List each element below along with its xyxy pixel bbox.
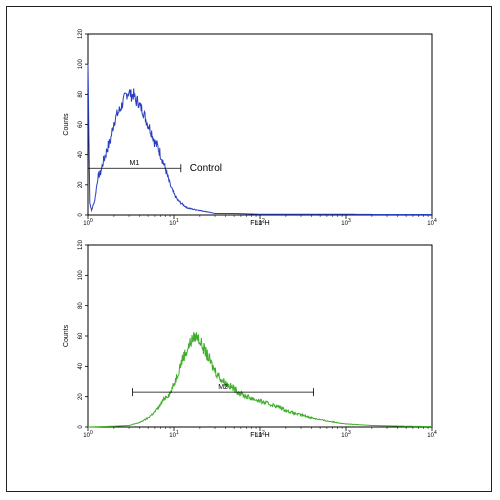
top-marker-label: M1 [130, 160, 140, 167]
bottom-y-tick-label: 60 [78, 332, 84, 339]
top-x-tick-label: 101 [169, 218, 179, 227]
top-histogram-line [87, 64, 432, 216]
top-y-tick-label: 120 [78, 28, 84, 39]
bottom-x-tick-label: 102 [255, 430, 265, 439]
top-x-axis-label: FL1-H [250, 220, 269, 227]
top-y-axis-label: Counts [63, 113, 70, 136]
top-y-tick-label: 100 [78, 59, 84, 70]
bottom-y-tick-label: 0 [78, 425, 84, 429]
bottom-x-tick-label: 103 [341, 430, 351, 439]
top-y-tick-label: 20 [78, 181, 84, 188]
top-annotation-label: Control [190, 163, 222, 174]
top-y-tick-label: 0 [78, 213, 84, 217]
top-x-tick-label: 104 [427, 218, 437, 227]
bottom-y-tick-label: 20 [78, 393, 84, 400]
top-x-tick-label: 102 [255, 218, 265, 227]
figure-frame [6, 6, 492, 492]
bottom-marker-label: M2 [218, 384, 228, 391]
bottom-x-tick-label: 104 [427, 430, 437, 439]
bottom-y-tick-label: 40 [78, 362, 84, 369]
bottom-y-tick-label: 120 [78, 239, 84, 250]
bottom-y-tick-label: 100 [78, 270, 84, 281]
bottom-x-tick-label: 101 [169, 430, 179, 439]
bottom-x-axis-label: FL1-H [250, 432, 269, 439]
top-x-tick-label: 100 [83, 218, 93, 227]
bottom-y-tick-label: 80 [78, 302, 84, 309]
top-y-tick-label: 40 [78, 151, 84, 158]
bottom-x-tick-label: 100 [83, 430, 93, 439]
top-y-tick-label: 60 [78, 121, 84, 128]
bottom-histogram-line [87, 331, 433, 428]
top-x-tick-label: 103 [341, 218, 351, 227]
top-y-tick-label: 80 [78, 90, 84, 97]
top-plot-area [87, 33, 433, 216]
bottom-y-axis-label: Counts [63, 324, 70, 347]
